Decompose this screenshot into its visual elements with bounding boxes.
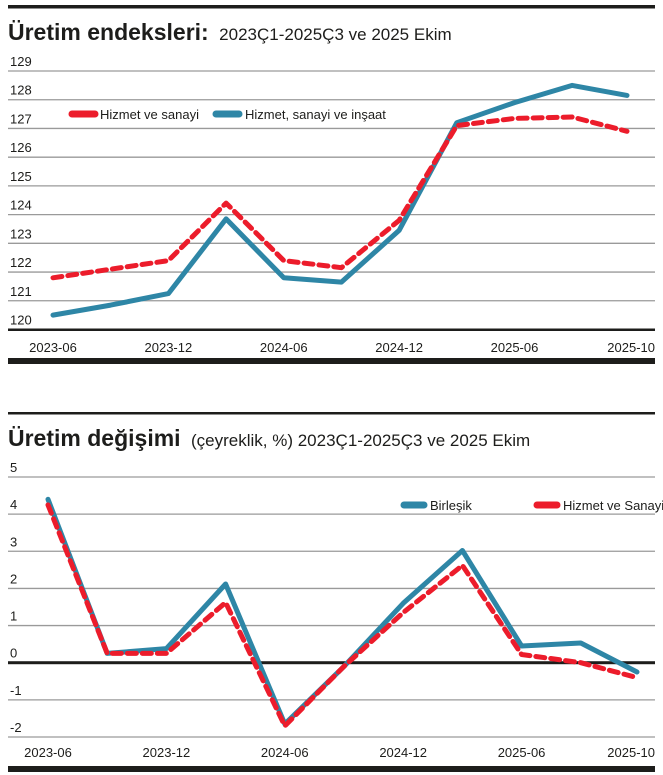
x-tick-label: 2024-12 (375, 340, 423, 355)
chart-subtitle: (çeyreklik, %) 2023Ç1-2025Ç3 ve 2025 Eki… (191, 431, 530, 450)
grid (8, 476, 655, 738)
x-tick-label: 2023-06 (29, 340, 77, 355)
x-tick-label: 2024-06 (260, 340, 308, 355)
series-line-hizmet-sanayi-ve-inşaat (50, 82, 630, 318)
y-tick-label: 120 (10, 313, 32, 328)
y-tick-label: 1 (10, 609, 17, 624)
y-tick-label: 128 (10, 83, 32, 98)
y-tick-label: 122 (10, 255, 32, 270)
legend-item-hizmet-ve-sanayi[interactable]: Hizmet ve Sanayi (533, 498, 663, 513)
y-tick-label: 125 (10, 169, 32, 184)
y-tick-label: 129 (10, 54, 32, 69)
legend-label: Hizmet, sanayi ve inşaat (245, 107, 386, 122)
bottom-rule (8, 766, 655, 772)
y-tick-label: -1 (10, 683, 22, 698)
y-tick-label: 126 (10, 140, 32, 155)
y-axis: 120 121 122 123 124 125 126 127 128 129 (10, 54, 32, 328)
x-tick-label: 2023-06 (24, 745, 72, 760)
y-tick-label: 5 (10, 460, 17, 475)
x-tick-label: 2024-12 (379, 745, 427, 760)
zero-line (8, 661, 655, 665)
zero-line-layer (8, 661, 655, 665)
legend-label: Hizmet ve Sanayi (563, 498, 663, 513)
y-tick-label: 127 (10, 111, 32, 126)
x-axis: 2023-06 2023-12 2024-06 2024-12 2025-06 2025-… (29, 340, 655, 355)
y-axis: -2 -1 0 1 2 3 4 5 (10, 460, 22, 735)
x-tick-label: 2023-12 (145, 340, 193, 355)
legend-item-hizmet-ve-sanayi[interactable]: Hizmet ve sanayi (68, 107, 199, 122)
x-tick-label: 2025-06 (498, 745, 546, 760)
series-layer (50, 82, 630, 318)
y-tick-label: 123 (10, 226, 32, 241)
grid (8, 70, 655, 302)
y-tick-label: 121 (10, 284, 32, 299)
x-tick-label: 2025-10 (607, 340, 655, 355)
x-tick-label: 2023-12 (143, 745, 191, 760)
y-tick-label: 124 (10, 198, 32, 213)
series-line-hizmet-ve-sanayi (50, 114, 630, 281)
legend-item-hizmet-sanayi-insaat[interactable]: Hizmet, sanayi ve inşaat (212, 107, 386, 122)
series-layer (45, 496, 640, 729)
top-rule (8, 5, 655, 9)
series-line-birleşik (45, 496, 640, 727)
chart-title: Üretim değişimi (çeyreklik, %) 2023Ç1-20… (8, 425, 530, 451)
bottom-rule (8, 358, 655, 364)
x-tick-label: 2025-06 (491, 340, 539, 355)
y-tick-label: 3 (10, 534, 17, 549)
top-rule (8, 412, 655, 415)
y-tick-label: -2 (10, 720, 22, 735)
baseline-axis (8, 328, 655, 331)
chart-title: Üretim endeksleri: 2023Ç1-2025Ç3 ve 2025… (8, 19, 452, 45)
y-tick-label: 2 (10, 571, 17, 586)
legend-label: Hizmet ve sanayi (100, 107, 199, 122)
y-tick-label: 0 (10, 646, 17, 661)
legend-label: Birleşik (430, 498, 472, 513)
x-axis: 2023-06 2023-12 2024-06 2024-12 2025-06 2025-… (24, 745, 655, 760)
chart-title-bold: Üretim değişimi (8, 425, 181, 451)
production-index-chart: Üretim endeksleri: 2023Ç1-2025Ç3 ve 2025… (8, 5, 655, 364)
chart-title-bold: Üretim endeksleri: (8, 19, 209, 45)
production-change-chart: Üretim değişimi (çeyreklik, %) 2023Ç1-20… (8, 412, 663, 772)
x-tick-label: 2024-06 (261, 745, 309, 760)
legend-item-birlesik[interactable]: Birleşik (400, 498, 472, 513)
legend: Hizmet ve sanayi Hizmet, sanayi ve inşaa… (68, 107, 386, 122)
y-tick-label: 4 (10, 497, 17, 512)
series-line-hizmet-ve-sanayi (45, 502, 640, 729)
chart-subtitle: 2023Ç1-2025Ç3 ve 2025 Ekim (219, 25, 451, 44)
legend: Birleşik Hizmet ve Sanayi (400, 498, 663, 513)
x-tick-label: 2025-10 (607, 745, 655, 760)
